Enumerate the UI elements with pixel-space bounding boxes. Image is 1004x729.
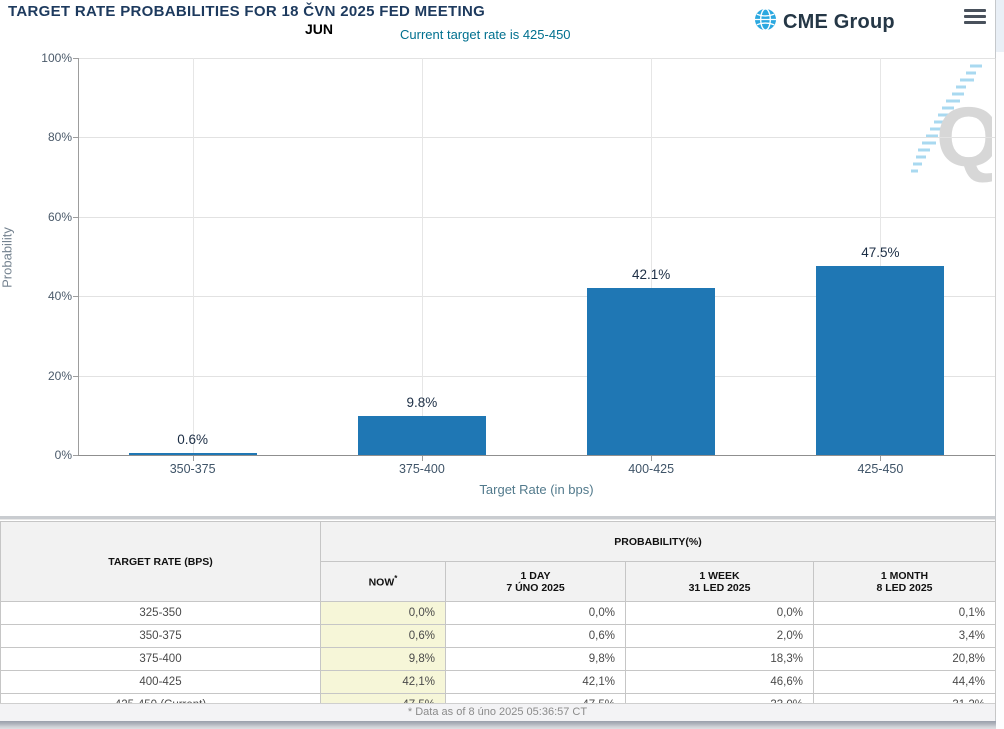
col-header-probability: PROBABILITY(%) <box>320 521 996 562</box>
probability-bar[interactable] <box>587 287 716 455</box>
data-asof-note: * Data as of 8 úno 2025 05:36:57 CT <box>0 703 995 722</box>
now-probability-cell: 9,8% <box>320 647 446 671</box>
category-gridline <box>421 58 423 455</box>
rate-cell: 325-350 <box>0 601 321 625</box>
y-tick-label: 40% <box>47 289 72 304</box>
y-axis-line <box>78 58 79 455</box>
week-probability-cell: 2,0% <box>625 624 814 648</box>
day-probability-cell: 42,1% <box>445 670 626 694</box>
x-axis-title: Target Rate (in bps) <box>479 482 594 497</box>
current-target-rate-note: Current target rate is 425-450 <box>400 27 571 42</box>
category-gridline <box>880 58 882 455</box>
subheader-row: NOW* 1 DAY 7 ÚNO 2025 1 WEEK 31 LED 2025 1 M… <box>1 561 996 602</box>
y-tick-label: 100% <box>41 51 72 65</box>
x-tick-label: 400-425 <box>628 462 675 476</box>
table-row: 400-425 42,1% 42,1% 46,6% 44,4% <box>0 670 996 694</box>
globe-icon <box>754 8 777 36</box>
x-tick-mark <box>192 456 194 461</box>
week-probability-cell: 18,3% <box>625 647 814 671</box>
y-tick-mark <box>73 455 78 456</box>
month-probability-cell: 44,4% <box>813 670 996 694</box>
month-probability-cell: 20,8% <box>813 647 996 671</box>
y-gridline <box>78 296 995 298</box>
day-probability-cell: 0,0% <box>445 601 626 625</box>
cme-group-logo[interactable]: CME Group <box>754 8 895 36</box>
y-gridline <box>78 375 995 377</box>
bar-value-label: 0.6% <box>177 431 209 447</box>
table-row: 325-350 0,0% 0,0% 0,0% 0,1% <box>0 601 996 625</box>
x-tick-label: 350-375 <box>169 462 216 476</box>
week-probability-cell: 46,6% <box>625 670 814 694</box>
table-row: 350-375 0,6% 0,6% 2,0% 3,4% <box>0 624 996 648</box>
month-probability-cell: 0,1% <box>813 601 996 625</box>
x-tick-mark <box>651 456 653 461</box>
col-header-1-day: 1 DAY 7 ÚNO 2025 <box>445 561 626 602</box>
y-gridline <box>78 58 995 59</box>
month-probability-cell: 3,4% <box>813 624 996 648</box>
y-tick-label: 0% <box>54 448 72 462</box>
category-gridline <box>651 58 653 455</box>
y-gridline <box>78 216 995 218</box>
y-tick-mark <box>73 216 78 218</box>
y-axis-title: Probability <box>0 227 15 288</box>
y-tick-label: 60% <box>47 209 72 224</box>
bar-value-label: 42.1% <box>631 266 671 282</box>
rate-cell: 350-375 <box>0 624 321 648</box>
section-divider <box>0 516 995 520</box>
y-tick-mark <box>73 375 78 377</box>
col-header-now: NOW* <box>320 561 446 602</box>
col-header-1-month: 1 MONTH 8 LED 2025 <box>813 561 996 602</box>
probability-bar[interactable] <box>357 416 486 455</box>
probability-bar[interactable] <box>128 452 257 455</box>
now-probability-cell: 0,0% <box>320 601 446 625</box>
day-probability-cell: 9,8% <box>445 647 626 671</box>
page-title: TARGET RATE PROBABILITIES FOR 18 ČVN 202… <box>8 3 486 20</box>
quikstrike-watermark: Q <box>908 60 1001 188</box>
day-probability-cell: 0,6% <box>445 624 626 648</box>
x-tick-mark <box>421 456 423 461</box>
x-tick-label: 375-400 <box>398 462 445 476</box>
plot-right-border <box>995 58 996 455</box>
y-tick-label: 20% <box>47 368 72 383</box>
bottom-edge-bar <box>0 721 1004 729</box>
probability-bar[interactable] <box>816 266 945 455</box>
probability-table: TARGET RATE (BPS) PROBABILITY(%) NOW* 1 … <box>0 521 996 717</box>
bar-value-label: 9.8% <box>406 395 438 411</box>
menu-hamburger-icon[interactable] <box>964 6 986 24</box>
table-row: 375-400 9,8% 9,8% 18,3% 20,8% <box>0 647 996 671</box>
col-header-1-week: 1 WEEK 31 LED 2025 <box>625 561 814 602</box>
bar-value-label: 47.5% <box>861 245 900 261</box>
logo-text: CME Group <box>783 10 895 33</box>
y-tick-mark <box>73 137 78 139</box>
rate-cell: 375-400 <box>0 647 321 671</box>
x-axis-line <box>78 455 995 456</box>
scrollbar-track[interactable] <box>996 0 1004 729</box>
y-tick-label: 80% <box>47 130 72 145</box>
y-tick-mark <box>73 58 78 59</box>
y-gridline <box>78 137 995 139</box>
category-gridline <box>192 58 194 455</box>
probability-bar-chart: Probability Target Rate (in bps) <box>0 51 1001 497</box>
col-header-target-rate: TARGET RATE (BPS) <box>0 521 321 602</box>
y-tick-mark <box>73 296 78 298</box>
now-probability-cell: 0,6% <box>320 624 446 648</box>
selected-month-tab[interactable]: JUN <box>305 21 334 37</box>
x-tick-label: 425-450 <box>857 462 904 476</box>
week-probability-cell: 0,0% <box>625 601 814 625</box>
now-probability-cell: 42,1% <box>320 670 446 694</box>
rate-cell: 400-425 <box>0 670 321 694</box>
x-tick-mark <box>880 456 882 461</box>
